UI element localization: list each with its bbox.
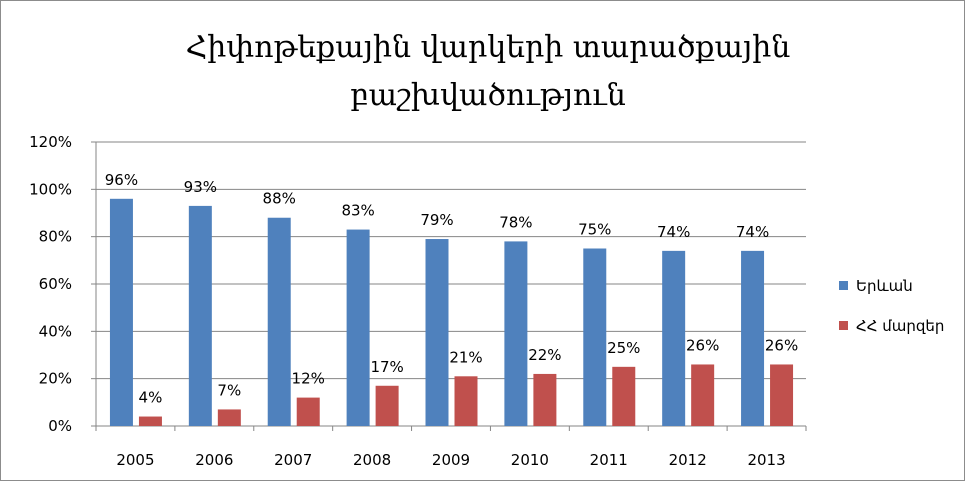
data-label: 22% — [528, 346, 561, 364]
x-tick-label: 2010 — [511, 451, 549, 469]
bar-yerevan — [188, 205, 212, 426]
bar-regions — [770, 364, 794, 426]
data-label: 83% — [341, 202, 374, 220]
bar-regions — [454, 376, 478, 426]
x-tick-label: 2007 — [274, 451, 312, 469]
bar-yerevan — [662, 250, 686, 426]
legend: Երևան ՀՀ մարզեր — [839, 277, 944, 335]
tick-labels: 0% 20% 40% 60% 80% 100% 120% 2005 2006 2007 2008 20… — [29, 133, 786, 469]
data-label: 17% — [370, 358, 403, 376]
bar-regions — [691, 364, 715, 426]
data-label: 75% — [578, 221, 611, 239]
x-tick-label: 2008 — [353, 451, 391, 469]
data-label: 7% — [217, 381, 241, 399]
x-tick-label: 2012 — [669, 451, 707, 469]
data-label: 78% — [499, 213, 532, 231]
data-label: 25% — [607, 339, 640, 357]
data-label: 26% — [765, 336, 798, 354]
bar-regions — [375, 385, 399, 426]
legend-swatch-yerevan — [839, 281, 848, 290]
bar-regions — [612, 366, 636, 426]
data-label: 79% — [420, 211, 453, 229]
data-label: 26% — [686, 336, 719, 354]
bar-yerevan — [109, 198, 133, 426]
chart-title-line-1: Հիփոթեքային վարկերի տարածքային — [186, 30, 791, 65]
x-tick-label: 2013 — [747, 451, 785, 469]
data-label: 12% — [292, 370, 325, 388]
data-labels: 96% 4% 93% 7% 88% 12% 83% 17% 79% 21% 78% 22% 75% 25%… — [105, 171, 798, 407]
chart-title-line-2: բաշխվածություն — [350, 78, 626, 113]
legend-label-regions: ՀՀ մարզեր — [856, 317, 944, 335]
axes — [91, 141, 807, 431]
y-tick-label: 0% — [48, 417, 72, 435]
y-tick-label: 60% — [39, 275, 72, 293]
gridlines — [96, 141, 806, 380]
data-label: 93% — [184, 178, 217, 196]
data-label: 96% — [105, 171, 138, 189]
bar-yerevan — [425, 239, 449, 426]
data-label: 88% — [263, 190, 296, 208]
x-tick-label: 2011 — [590, 451, 628, 469]
y-tick-label: 80% — [39, 228, 72, 246]
bar-regions — [138, 416, 162, 426]
x-tick-label: 2005 — [116, 451, 154, 469]
data-label: 74% — [657, 223, 690, 241]
y-tick-label: 100% — [29, 180, 72, 198]
bar-yerevan — [346, 229, 370, 426]
bar-yerevan — [267, 217, 291, 426]
legend-swatch-regions — [839, 321, 848, 330]
legend-label-yerevan: Երևան — [856, 277, 913, 295]
data-label: 21% — [449, 348, 482, 366]
y-tick-label: 40% — [39, 322, 72, 340]
y-tick-label: 20% — [39, 370, 72, 388]
bar-yerevan — [741, 250, 765, 426]
data-label: 74% — [736, 223, 769, 241]
x-tick-label: 2006 — [195, 451, 233, 469]
bars — [109, 198, 794, 426]
bar-regions — [296, 397, 320, 426]
y-tick-label: 120% — [29, 133, 72, 151]
bar-regions — [533, 373, 557, 426]
bar-regions — [217, 409, 241, 426]
bar-yerevan — [504, 241, 528, 426]
data-label: 4% — [139, 389, 163, 407]
bar-yerevan — [583, 248, 607, 426]
x-tick-label: 2009 — [432, 451, 470, 469]
